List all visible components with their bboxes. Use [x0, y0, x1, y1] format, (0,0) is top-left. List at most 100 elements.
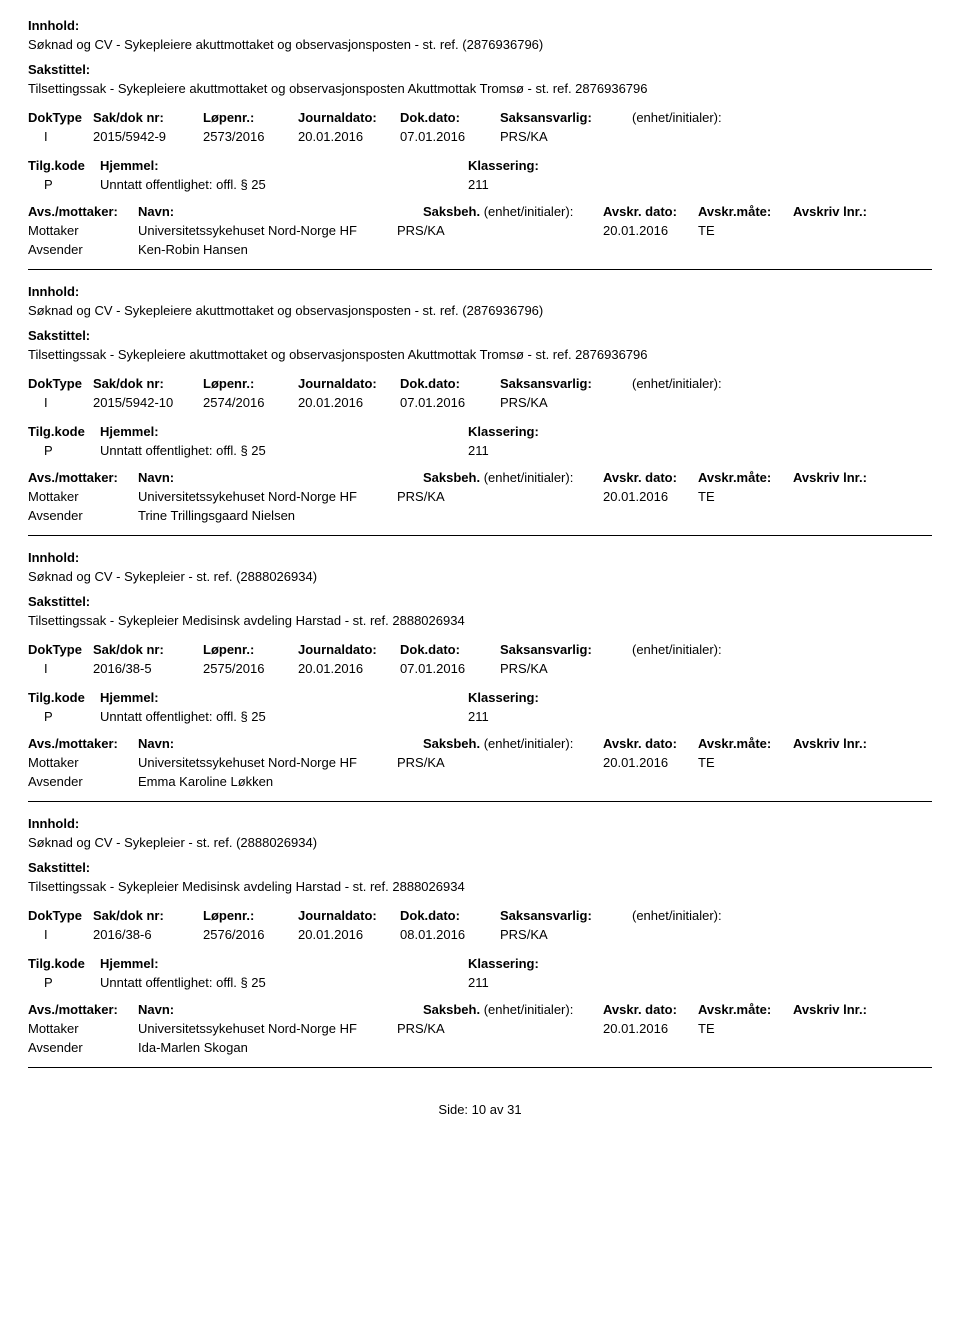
- mottaker-name: Universitetssykehuset Nord-Norge HF: [138, 223, 397, 238]
- mottaker-name: Universitetssykehuset Nord-Norge HF: [138, 1021, 397, 1036]
- enhet-value: [632, 395, 782, 410]
- mottaker-row: Mottaker Universitetssykehuset Nord-Norg…: [28, 1021, 932, 1036]
- sakstittel-label: Sakstittel:: [28, 328, 932, 343]
- avsmottaker-label: Avs./mottaker:: [28, 204, 138, 219]
- meta-value-row: I 2016/38-5 2575/2016 20.01.2016 07.01.2…: [28, 661, 932, 676]
- avsmottaker-label: Avs./mottaker:: [28, 736, 138, 751]
- sakstittel-label: Sakstittel:: [28, 62, 932, 77]
- journaldato-value: 20.01.2016: [298, 661, 400, 676]
- saksansvarlig-label: Saksansvarlig:: [500, 376, 632, 391]
- mottaker-avskrdato: 20.01.2016: [603, 223, 698, 238]
- saksansvarlig-label: Saksansvarlig:: [500, 642, 632, 657]
- meta-header-row: DokType Sak/dok nr: Løpenr.: Journaldato…: [28, 110, 932, 125]
- navn-label: Navn:: [138, 470, 423, 485]
- meta-value-row: I 2015/5942-9 2573/2016 20.01.2016 07.01…: [28, 129, 932, 144]
- hjemmel-value: Unntatt offentlighet: offl. § 25: [100, 975, 468, 990]
- meta-value-row: I 2015/5942-10 2574/2016 20.01.2016 07.0…: [28, 395, 932, 410]
- journaldato-label: Journaldato:: [298, 110, 400, 125]
- sakdok-label: Sak/dok nr:: [93, 908, 203, 923]
- hjemmel-value: Unntatt offentlighet: offl. § 25: [100, 709, 468, 724]
- mottaker-role: Mottaker: [28, 223, 138, 238]
- mottaker-row: Mottaker Universitetssykehuset Nord-Norg…: [28, 489, 932, 504]
- sakdok-value: 2015/5942-10: [93, 395, 203, 410]
- klassering-value: 211: [468, 177, 668, 192]
- tilgkode-label: Tilg.kode: [28, 956, 100, 971]
- saksbeh-enhet-label: (enhet/initialer):: [484, 470, 574, 485]
- klassering-label: Klassering:: [468, 158, 668, 173]
- hjemmel-header-row: Tilg.kode Hjemmel: Klassering:: [28, 690, 932, 705]
- sakdok-label: Sak/dok nr:: [93, 110, 203, 125]
- saksansvarlig-label: Saksansvarlig:: [500, 110, 632, 125]
- hjemmel-header-row: Tilg.kode Hjemmel: Klassering:: [28, 158, 932, 173]
- avs-header-row: Avs./mottaker: Navn: Saksbeh. (enhet/ini…: [28, 736, 932, 751]
- journal-record: Innhold: Søknad og CV - Sykepleier - st.…: [28, 816, 932, 1068]
- avsender-name: Ken-Robin Hansen: [138, 242, 397, 257]
- mottaker-row: Mottaker Universitetssykehuset Nord-Norg…: [28, 223, 932, 238]
- klassering-value: 211: [468, 709, 668, 724]
- avskrmate-label: Avskr.måte:: [698, 1002, 793, 1017]
- dokdato-value: 07.01.2016: [400, 395, 500, 410]
- dokdato-value: 07.01.2016: [400, 661, 500, 676]
- doktype-label: DokType: [28, 642, 93, 657]
- avsender-row: Avsender Trine Trillingsgaard Nielsen: [28, 508, 932, 523]
- meta-value-row: I 2016/38-6 2576/2016 20.01.2016 08.01.2…: [28, 927, 932, 942]
- avs-header-row: Avs./mottaker: Navn: Saksbeh. (enhet/ini…: [28, 204, 932, 219]
- avsmottaker-label: Avs./mottaker:: [28, 1002, 138, 1017]
- record-divider: [28, 269, 932, 270]
- lopenr-value: 2573/2016: [203, 129, 298, 144]
- avskrivlnr-label: Avskriv lnr.:: [793, 1002, 903, 1017]
- journaldato-label: Journaldato:: [298, 376, 400, 391]
- sakstittel-text: Tilsettingssak - Sykepleiere akuttmottak…: [28, 81, 932, 96]
- mottaker-name: Universitetssykehuset Nord-Norge HF: [138, 755, 397, 770]
- tilgkode-value: P: [28, 975, 100, 990]
- pager-page: 10: [472, 1102, 486, 1117]
- klassering-label: Klassering:: [468, 956, 668, 971]
- tilgkode-value: P: [28, 443, 100, 458]
- hjemmel-label: Hjemmel:: [100, 956, 468, 971]
- avsender-role: Avsender: [28, 242, 138, 257]
- sakdok-value: 2016/38-5: [93, 661, 203, 676]
- pager-prefix: Side:: [438, 1102, 468, 1117]
- klassering-label: Klassering:: [468, 690, 668, 705]
- enhet-label: (enhet/initialer):: [632, 642, 782, 657]
- lopenr-value: 2576/2016: [203, 927, 298, 942]
- record-divider: [28, 535, 932, 536]
- tilgkode-label: Tilg.kode: [28, 690, 100, 705]
- klassering-value: 211: [468, 443, 668, 458]
- doktype-value: I: [28, 395, 93, 410]
- innhold-label: Innhold:: [28, 284, 932, 299]
- avskrmate-label: Avskr.måte:: [698, 470, 793, 485]
- hjemmel-value: Unntatt offentlighet: offl. § 25: [100, 443, 468, 458]
- sakstittel-text: Tilsettingssak - Sykepleier Medisinsk av…: [28, 613, 932, 628]
- navn-label: Navn:: [138, 204, 423, 219]
- journal-record: Innhold: Søknad og CV - Sykepleiere akut…: [28, 284, 932, 536]
- mottaker-avskrdato: 20.01.2016: [603, 755, 698, 770]
- klassering-label: Klassering:: [468, 424, 668, 439]
- mottaker-avskrmate: TE: [698, 223, 793, 238]
- mottaker-avskrdato: 20.01.2016: [603, 1021, 698, 1036]
- mottaker-saksbeh: PRS/KA: [397, 223, 603, 238]
- avskrdato-label: Avskr. dato:: [603, 1002, 698, 1017]
- tilgkode-label: Tilg.kode: [28, 158, 100, 173]
- hjemmel-value-row: P Unntatt offentlighet: offl. § 25 211: [28, 709, 932, 724]
- hjemmel-value: Unntatt offentlighet: offl. § 25: [100, 177, 468, 192]
- lopenr-label: Løpenr.:: [203, 908, 298, 923]
- saksbeh-enhet-label: (enhet/initialer):: [484, 736, 574, 751]
- saksbeh-label: Saksbeh. (enhet/initialer):: [423, 204, 603, 219]
- record-divider: [28, 801, 932, 802]
- avskrivlnr-label: Avskriv lnr.:: [793, 204, 903, 219]
- pager: Side: 10 av 31: [28, 1102, 932, 1117]
- innhold-text: Søknad og CV - Sykepleier - st. ref. (28…: [28, 835, 932, 850]
- avsender-name: Ida-Marlen Skogan: [138, 1040, 397, 1055]
- sakdok-value: 2016/38-6: [93, 927, 203, 942]
- mottaker-avskrdato: 20.01.2016: [603, 489, 698, 504]
- enhet-label: (enhet/initialer):: [632, 376, 782, 391]
- avskrdato-label: Avskr. dato:: [603, 204, 698, 219]
- saksbeh-enhet-label: (enhet/initialer):: [484, 1002, 574, 1017]
- avsender-name: Trine Trillingsgaard Nielsen: [138, 508, 397, 523]
- mottaker-saksbeh: PRS/KA: [397, 1021, 603, 1036]
- mottaker-saksbeh: PRS/KA: [397, 755, 603, 770]
- innhold-label: Innhold:: [28, 18, 932, 33]
- avskrdato-label: Avskr. dato:: [603, 470, 698, 485]
- doktype-label: DokType: [28, 908, 93, 923]
